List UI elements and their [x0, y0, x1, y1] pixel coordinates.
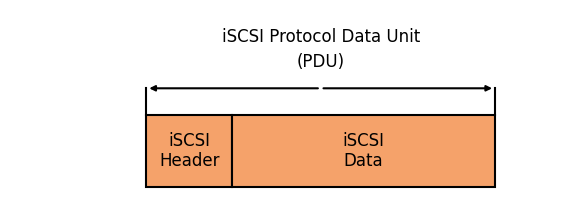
Text: iSCSI
Header: iSCSI Header [159, 132, 219, 170]
Text: iSCSI Protocol Data Unit: iSCSI Protocol Data Unit [221, 28, 420, 46]
Bar [147, 115, 232, 187]
Text: (PDU): (PDU) [297, 53, 345, 71]
Bar [232, 115, 495, 187]
Text: iSCSI
Data: iSCSI Data [342, 132, 384, 170]
